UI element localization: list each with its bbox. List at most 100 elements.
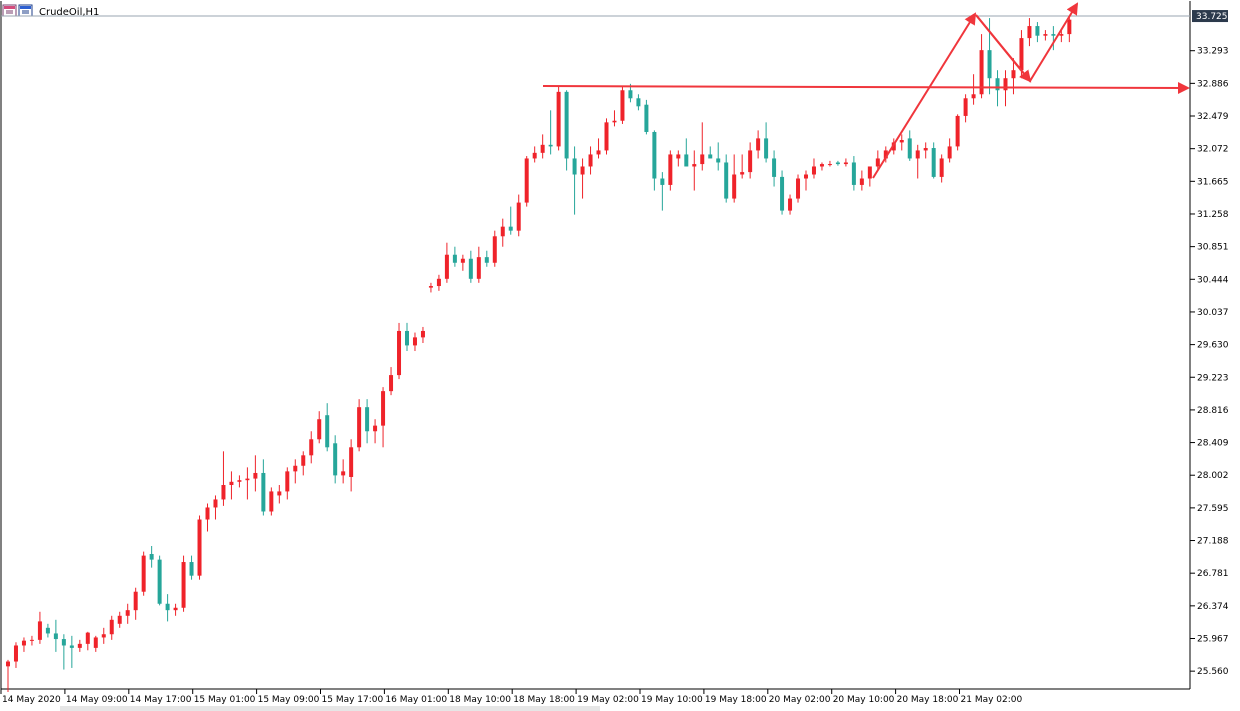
candle-body: [77, 643, 82, 648]
y-tick-label: 28.409: [1197, 439, 1229, 449]
candle: [125, 603, 130, 624]
candle-body: [317, 419, 322, 440]
candle-body: [277, 491, 282, 496]
candle: [412, 332, 417, 352]
candle-body: [995, 78, 1000, 91]
candle-body: [859, 178, 864, 185]
candle-body: [69, 645, 74, 648]
candle-body: [692, 164, 697, 167]
pullback-arrow[interactable]: [975, 14, 1032, 83]
candle: [101, 627, 106, 644]
candle-body: [484, 257, 489, 263]
y-tick-label: 32.886: [1197, 79, 1229, 89]
candle: [700, 122, 705, 171]
price-axis[interactable]: 33.293 32.886 32.479 32.072 31.665 31.258 30.8…: [1190, 10, 1229, 677]
y-tick-label: 33.293: [1197, 47, 1229, 57]
candle: [261, 459, 266, 516]
y-tick-label: 30.444: [1197, 275, 1229, 285]
y-tick-label: 31.258: [1197, 210, 1229, 220]
candle: [452, 246, 457, 267]
candle: [301, 451, 306, 476]
candle: [756, 130, 761, 159]
candle-body: [101, 634, 106, 638]
candle: [516, 194, 521, 237]
candle-body: [843, 162, 848, 165]
candle: [915, 144, 920, 179]
candle-body: [708, 154, 713, 159]
candle: [133, 587, 138, 620]
candle-body: [61, 639, 66, 646]
chart-symbol-label: CrudeOil,H1: [39, 7, 99, 18]
candle: [804, 170, 808, 191]
candle-body: [620, 90, 625, 121]
candle: [963, 94, 968, 123]
candle-body: [899, 140, 904, 143]
candle: [341, 459, 346, 484]
candle-body: [740, 172, 745, 175]
candle: [6, 659, 10, 693]
candle-body: [1027, 26, 1032, 39]
candle-body: [764, 138, 769, 159]
x-tick-label: 15 May 17:00: [322, 695, 384, 705]
candle: [1035, 22, 1040, 43]
candle: [500, 218, 505, 247]
candle: [636, 94, 641, 111]
y-tick-label: 28.816: [1197, 406, 1229, 416]
candle: [29, 635, 34, 646]
horizontal-scrollbar[interactable]: [60, 706, 600, 711]
candle: [604, 118, 609, 155]
candle: [684, 138, 689, 167]
candle-body: [141, 555, 146, 592]
resistance-level-line[interactable]: [542, 82, 1190, 95]
y-tick-label: 30.037: [1197, 308, 1229, 318]
candle-body: [772, 158, 777, 177]
candle-body: [732, 174, 737, 199]
candle: [293, 459, 298, 484]
candle: [189, 555, 194, 580]
x-tick-label: 20 May 02:00: [769, 695, 831, 705]
candle: [77, 639, 82, 652]
candle: [269, 487, 274, 516]
time-axis[interactable]: 14 May 2020 14 May 09:00 14 May 17:00 15 Ma…: [0, 689, 1022, 705]
candle: [931, 142, 936, 179]
chart-window-icon: [2, 4, 33, 17]
y-tick-label: 32.072: [1197, 145, 1229, 155]
candle-body: [1067, 19, 1072, 35]
candle: [548, 110, 553, 155]
y-tick-label: 29.630: [1197, 341, 1229, 351]
candle-body: [460, 258, 465, 263]
candle-body: [237, 480, 242, 482]
candle-body: [381, 391, 386, 426]
candle-body: [756, 138, 761, 151]
candle-body: [117, 615, 122, 624]
candle: [556, 86, 561, 151]
candle-body: [452, 254, 457, 263]
candle-body: [1059, 34, 1064, 36]
candle: [21, 637, 26, 652]
candle-body: [428, 286, 433, 288]
trend-up-arrow[interactable]: [872, 12, 977, 179]
candle: [508, 206, 513, 235]
candle: [357, 399, 362, 452]
candle: [277, 485, 282, 504]
candle-body: [341, 471, 346, 476]
candle-body: [269, 491, 274, 512]
candle-body: [700, 154, 705, 165]
candle-body: [939, 158, 944, 177]
candle: [796, 174, 801, 203]
candle-body: [628, 90, 633, 99]
candle-body: [971, 94, 976, 99]
candle: [955, 114, 960, 151]
candle: [285, 467, 290, 500]
candle-body: [540, 144, 545, 153]
candle: [53, 619, 58, 652]
candle-body: [588, 154, 593, 167]
candle-body: [309, 439, 314, 456]
candle: [612, 110, 617, 127]
candle-body: [109, 619, 114, 635]
candle: [157, 555, 162, 606]
x-tick-label: 14 May 09:00: [66, 695, 128, 705]
candle: [492, 230, 497, 267]
y-tick-label: 25.967: [1197, 634, 1229, 644]
